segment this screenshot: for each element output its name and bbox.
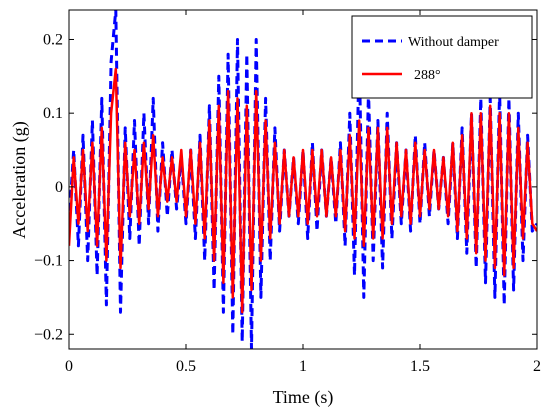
x-tick-label: 0.5 — [176, 358, 196, 375]
ticks-layer: 0 0.5 1 1.5 2 −0.2 −0.1 0 0.1 0.2 — [34, 10, 541, 375]
legend-label-without-damper: Without damper — [408, 35, 499, 50]
y-tick-label: 0.1 — [43, 105, 63, 122]
legend-box — [351, 15, 533, 99]
y-tick-label: −0.2 — [34, 326, 63, 343]
y-axis-label: Acceleration (g) — [9, 121, 30, 238]
y-tick-label: 0 — [55, 179, 63, 196]
legend-label-288: 288° — [414, 68, 441, 83]
series-layer — [69, 10, 537, 349]
y-tick-label: −0.1 — [34, 253, 63, 270]
series-line-288 — [69, 67, 537, 314]
y-tick-label: 0.2 — [43, 31, 63, 48]
x-tick-label: 1 — [299, 358, 307, 375]
x-tick-label: 1.5 — [410, 358, 430, 375]
legend: Without damper 288° — [351, 15, 533, 99]
x-tick-label: 0 — [65, 358, 73, 375]
x-tick-label: 2 — [533, 358, 541, 375]
x-axis-label: Time (s) — [273, 387, 334, 408]
